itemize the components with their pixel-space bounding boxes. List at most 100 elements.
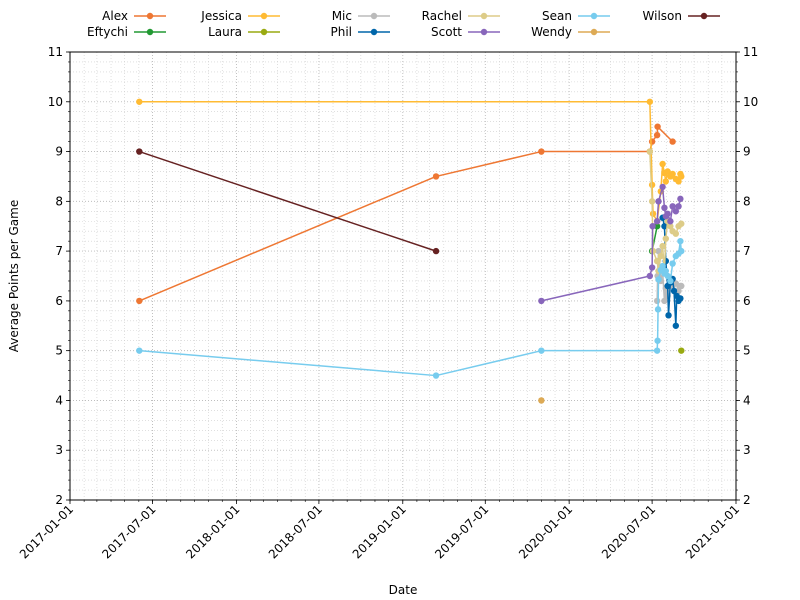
legend-item-scott: Scott	[431, 25, 500, 39]
data-point-sean	[678, 247, 685, 255]
y-tick-label-right: 10	[743, 95, 758, 109]
data-point-sean	[669, 260, 676, 267]
data-point-phil	[661, 223, 668, 230]
series-laura	[678, 347, 685, 354]
data-point-scott	[649, 223, 656, 230]
x-tick-label: 2017-01-01	[17, 502, 76, 561]
plot-area	[69, 51, 737, 501]
series-scott	[538, 183, 684, 305]
data-point-phil	[677, 295, 684, 302]
legend-label: Wendy	[531, 25, 572, 39]
y-tick-label-left: 4	[55, 393, 63, 407]
data-point-scott	[659, 183, 666, 191]
data-point-rachel	[657, 252, 664, 260]
y-tick-label-left: 8	[55, 194, 63, 208]
legend-swatch-marker	[146, 28, 154, 36]
data-point-sean	[654, 306, 662, 313]
data-point-rachel	[646, 148, 654, 155]
data-point-scott	[661, 204, 668, 212]
series-sean	[136, 237, 685, 379]
y-tick-label-left: 2	[55, 493, 63, 507]
data-point-wilson	[136, 148, 143, 155]
data-point-rachel	[659, 242, 666, 250]
data-point-alex	[648, 138, 656, 145]
legend-item-mic: Mic	[332, 9, 390, 23]
series-line-alex	[138, 125, 674, 302]
legend-item-sean: Sean	[542, 9, 610, 23]
y-tick-label-right: 6	[743, 294, 751, 308]
data-point-scott	[655, 198, 662, 205]
legend-item-wendy: Wendy	[531, 25, 610, 39]
data-point-scott	[664, 210, 671, 217]
data-point-alex	[669, 138, 676, 145]
data-point-alex	[654, 123, 661, 130]
x-tick-label: 2021-01-01	[683, 502, 742, 561]
legend-swatch-marker	[480, 28, 488, 36]
data-point-sean	[655, 276, 662, 283]
data-point-sean	[677, 237, 684, 245]
x-tick-label: 2018-07-01	[266, 502, 325, 561]
legend-label: Eftychi	[87, 25, 128, 39]
data-point-jessica	[669, 170, 676, 178]
legend-swatch-marker	[146, 12, 154, 20]
legend-label: Phil	[330, 25, 352, 39]
axis-ticks	[66, 51, 740, 504]
legend-item-eftychi: Eftychi	[87, 25, 166, 39]
data-point-rachel	[667, 223, 674, 230]
series-wendy	[538, 397, 545, 404]
legend: Alex Eftychi Jessica Laura Mic Phil Rachel Scot…	[87, 9, 720, 39]
x-tick-label: 2017-07-01	[99, 502, 158, 561]
x-tick-label: 2019-07-01	[432, 502, 491, 561]
y-axis-label: Average Points per Game	[7, 200, 21, 352]
series-line-wilson	[139, 150, 437, 252]
data-point-rachel	[672, 230, 680, 237]
legend-swatch-marker	[480, 12, 488, 20]
legend-item-phil: Phil	[330, 25, 390, 39]
legend-swatch-marker	[590, 12, 598, 20]
data-point-sean	[659, 262, 666, 270]
series-wilson	[136, 148, 440, 255]
data-point-sean	[432, 372, 440, 379]
legend-label: Scott	[431, 25, 462, 39]
minor-grid	[69, 51, 736, 501]
y-tick-label-left: 7	[55, 244, 63, 258]
data-point-alex	[136, 297, 143, 305]
data-point-mic	[653, 297, 661, 305]
x-axis-label: Date	[389, 583, 418, 597]
data-point-wendy	[538, 397, 545, 404]
data-point-phil	[672, 322, 680, 329]
data-point-eftychi	[653, 223, 661, 230]
x-tick-label: 2020-01-01	[516, 502, 575, 561]
legend-label: Wilson	[643, 9, 682, 23]
data-point-scott	[667, 218, 674, 225]
y-tick-label-left: 10	[48, 95, 63, 109]
y-tick-label-right: 8	[743, 194, 751, 208]
y-tick-label-left: 3	[55, 443, 63, 457]
data-point-jessica	[659, 160, 666, 168]
data-point-mic	[678, 282, 685, 290]
data-point-phil	[665, 312, 672, 319]
legend-swatch-marker	[370, 28, 378, 36]
y-tick-label-left: 9	[55, 145, 63, 159]
y-tick-label-left: 5	[55, 344, 63, 358]
data-point-sean	[654, 337, 661, 344]
data-point-rachel	[653, 257, 661, 265]
data-point-jessica	[648, 181, 656, 189]
data-point-sean	[538, 347, 545, 354]
y-tick-label-right: 3	[743, 443, 751, 457]
legend-item-wilson: Wilson	[643, 9, 720, 23]
legend-item-laura: Laura	[208, 25, 280, 39]
data-point-rachel	[662, 235, 669, 242]
legend-swatch-marker	[590, 28, 598, 36]
legend-item-jessica: Jessica	[200, 9, 280, 23]
data-point-jessica	[678, 173, 685, 180]
legend-swatch-marker	[370, 12, 378, 20]
data-point-scott	[669, 203, 676, 210]
data-point-jessica	[646, 98, 654, 105]
data-point-rachel	[678, 220, 685, 227]
legend-label: Sean	[542, 9, 572, 23]
data-point-scott	[646, 272, 654, 280]
tick-labels: 2017-01-01 2017-07-01 2018-01-01 2018-07-01…	[17, 45, 758, 561]
data-point-scott	[672, 208, 680, 215]
